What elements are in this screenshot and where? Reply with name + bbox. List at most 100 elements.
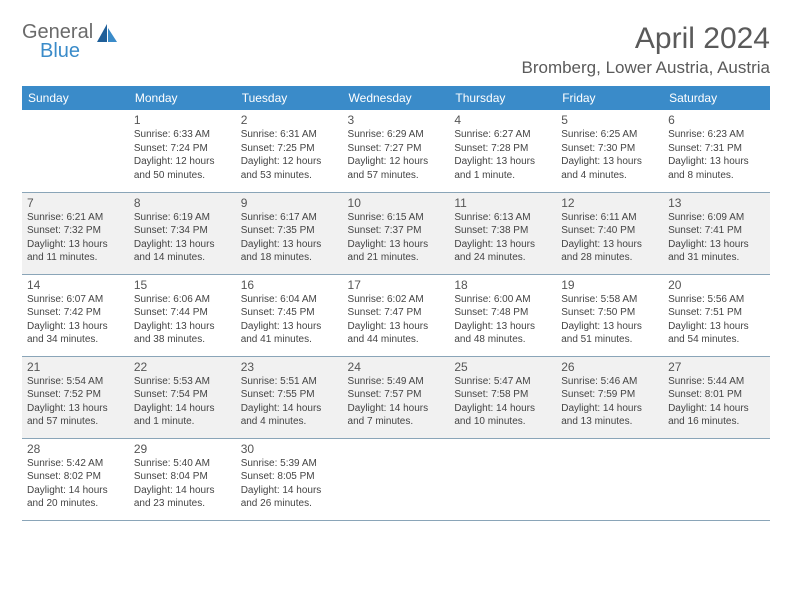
day-info-line: Sunset: 7:54 PM — [134, 388, 231, 402]
logo-blue: Blue — [40, 41, 93, 61]
day-info-line: Sunset: 7:31 PM — [668, 142, 765, 156]
day-info: Sunrise: 6:29 AMSunset: 7:27 PMDaylight:… — [348, 128, 445, 182]
calendar-cell: 25Sunrise: 5:47 AMSunset: 7:58 PMDayligh… — [449, 356, 556, 438]
calendar-cell: 6Sunrise: 6:23 AMSunset: 7:31 PMDaylight… — [663, 110, 770, 192]
day-number: 1 — [134, 113, 231, 127]
sail-icon — [97, 24, 119, 47]
day-info-line: Sunset: 8:01 PM — [668, 388, 765, 402]
day-info: Sunrise: 5:39 AMSunset: 8:05 PMDaylight:… — [241, 457, 338, 511]
day-info-line: and 28 minutes. — [561, 251, 658, 265]
day-number: 25 — [454, 360, 551, 374]
day-info: Sunrise: 6:19 AMSunset: 7:34 PMDaylight:… — [134, 211, 231, 265]
calendar-cell: 26Sunrise: 5:46 AMSunset: 7:59 PMDayligh… — [556, 356, 663, 438]
calendar-cell: 27Sunrise: 5:44 AMSunset: 8:01 PMDayligh… — [663, 356, 770, 438]
day-info-line: Sunset: 7:45 PM — [241, 306, 338, 320]
day-info-line: Daylight: 13 hours — [454, 320, 551, 334]
day-info-line: Daylight: 13 hours — [241, 238, 338, 252]
day-number: 8 — [134, 196, 231, 210]
day-info-line: and 14 minutes. — [134, 251, 231, 265]
day-info-line: Daylight: 13 hours — [561, 320, 658, 334]
day-number: 24 — [348, 360, 445, 374]
day-info-line: Sunrise: 5:53 AM — [134, 375, 231, 389]
day-info-line: Daylight: 14 hours — [134, 484, 231, 498]
calendar-cell — [22, 110, 129, 192]
day-info-line: Daylight: 13 hours — [348, 320, 445, 334]
day-info: Sunrise: 5:42 AMSunset: 8:02 PMDaylight:… — [27, 457, 124, 511]
day-info-line: Sunset: 7:30 PM — [561, 142, 658, 156]
day-info-line: Daylight: 13 hours — [241, 320, 338, 334]
calendar-cell: 30Sunrise: 5:39 AMSunset: 8:05 PMDayligh… — [236, 438, 343, 520]
day-info-line: Sunset: 7:34 PM — [134, 224, 231, 238]
calendar-week-row: 21Sunrise: 5:54 AMSunset: 7:52 PMDayligh… — [22, 356, 770, 438]
calendar-week-row: 1Sunrise: 6:33 AMSunset: 7:24 PMDaylight… — [22, 110, 770, 192]
day-info-line: Daylight: 13 hours — [27, 320, 124, 334]
day-info-line: Sunrise: 6:31 AM — [241, 128, 338, 142]
calendar-cell: 29Sunrise: 5:40 AMSunset: 8:04 PMDayligh… — [129, 438, 236, 520]
day-header: Wednesday — [343, 86, 450, 110]
day-info-line: and 7 minutes. — [348, 415, 445, 429]
day-header: Saturday — [663, 86, 770, 110]
calendar-cell: 11Sunrise: 6:13 AMSunset: 7:38 PMDayligh… — [449, 192, 556, 274]
day-info-line: Daylight: 13 hours — [454, 155, 551, 169]
day-info: Sunrise: 6:31 AMSunset: 7:25 PMDaylight:… — [241, 128, 338, 182]
day-info-line: Sunset: 7:35 PM — [241, 224, 338, 238]
day-info-line: Daylight: 14 hours — [27, 484, 124, 498]
day-info-line: Daylight: 14 hours — [134, 402, 231, 416]
day-info: Sunrise: 5:58 AMSunset: 7:50 PMDaylight:… — [561, 293, 658, 347]
calendar-cell: 23Sunrise: 5:51 AMSunset: 7:55 PMDayligh… — [236, 356, 343, 438]
calendar-table: SundayMondayTuesdayWednesdayThursdayFrid… — [22, 86, 770, 521]
day-number: 15 — [134, 278, 231, 292]
calendar-cell: 21Sunrise: 5:54 AMSunset: 7:52 PMDayligh… — [22, 356, 129, 438]
day-header: Sunday — [22, 86, 129, 110]
day-info-line: Daylight: 13 hours — [561, 238, 658, 252]
day-info: Sunrise: 6:21 AMSunset: 7:32 PMDaylight:… — [27, 211, 124, 265]
calendar-cell: 28Sunrise: 5:42 AMSunset: 8:02 PMDayligh… — [22, 438, 129, 520]
day-number: 21 — [27, 360, 124, 374]
day-info-line: Sunrise: 5:42 AM — [27, 457, 124, 471]
calendar-cell: 7Sunrise: 6:21 AMSunset: 7:32 PMDaylight… — [22, 192, 129, 274]
day-info-line: and 41 minutes. — [241, 333, 338, 347]
calendar-week-row: 28Sunrise: 5:42 AMSunset: 8:02 PMDayligh… — [22, 438, 770, 520]
day-info-line: Sunrise: 6:27 AM — [454, 128, 551, 142]
day-number: 11 — [454, 196, 551, 210]
day-info-line: Sunset: 8:04 PM — [134, 470, 231, 484]
calendar-cell: 15Sunrise: 6:06 AMSunset: 7:44 PMDayligh… — [129, 274, 236, 356]
day-number: 2 — [241, 113, 338, 127]
day-number: 26 — [561, 360, 658, 374]
calendar-cell: 12Sunrise: 6:11 AMSunset: 7:40 PMDayligh… — [556, 192, 663, 274]
day-info-line: Sunrise: 5:40 AM — [134, 457, 231, 471]
day-info-line: and 10 minutes. — [454, 415, 551, 429]
day-info-line: Daylight: 13 hours — [668, 238, 765, 252]
day-info-line: Sunrise: 6:02 AM — [348, 293, 445, 307]
day-info-line: and 1 minute. — [454, 169, 551, 183]
day-number: 7 — [27, 196, 124, 210]
day-info-line: Sunset: 7:25 PM — [241, 142, 338, 156]
day-number: 29 — [134, 442, 231, 456]
day-info-line: Sunrise: 6:09 AM — [668, 211, 765, 225]
day-info-line: Daylight: 13 hours — [134, 238, 231, 252]
day-info-line: and 48 minutes. — [454, 333, 551, 347]
day-info: Sunrise: 6:13 AMSunset: 7:38 PMDaylight:… — [454, 211, 551, 265]
calendar-cell: 8Sunrise: 6:19 AMSunset: 7:34 PMDaylight… — [129, 192, 236, 274]
day-number: 9 — [241, 196, 338, 210]
header: General Blue April 2024 Bromberg, Lower … — [22, 22, 770, 78]
day-info-line: Sunset: 7:51 PM — [668, 306, 765, 320]
day-info-line: Sunset: 7:27 PM — [348, 142, 445, 156]
day-info-line: Sunset: 7:37 PM — [348, 224, 445, 238]
day-info-line: Sunrise: 6:11 AM — [561, 211, 658, 225]
day-info: Sunrise: 6:27 AMSunset: 7:28 PMDaylight:… — [454, 128, 551, 182]
day-info-line: and 38 minutes. — [134, 333, 231, 347]
day-info: Sunrise: 5:47 AMSunset: 7:58 PMDaylight:… — [454, 375, 551, 429]
day-info-line: and 53 minutes. — [241, 169, 338, 183]
day-info: Sunrise: 6:15 AMSunset: 7:37 PMDaylight:… — [348, 211, 445, 265]
day-info-line: Sunset: 7:50 PM — [561, 306, 658, 320]
day-number: 10 — [348, 196, 445, 210]
calendar-cell: 14Sunrise: 6:07 AMSunset: 7:42 PMDayligh… — [22, 274, 129, 356]
day-number: 17 — [348, 278, 445, 292]
day-info-line: Daylight: 14 hours — [241, 402, 338, 416]
day-info-line: and 16 minutes. — [668, 415, 765, 429]
day-number: 13 — [668, 196, 765, 210]
day-info-line: Sunset: 7:59 PM — [561, 388, 658, 402]
day-info-line: Sunrise: 6:33 AM — [134, 128, 231, 142]
day-info-line: Sunset: 8:05 PM — [241, 470, 338, 484]
